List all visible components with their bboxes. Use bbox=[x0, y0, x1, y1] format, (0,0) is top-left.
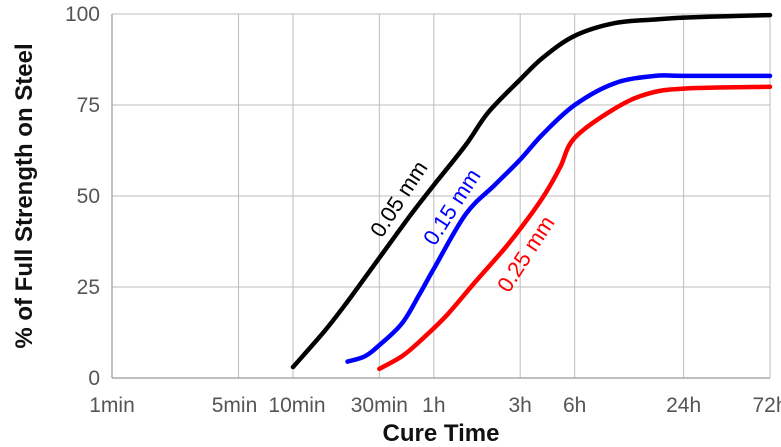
x-tick-label: 30min bbox=[351, 394, 408, 417]
x-tick-label: 24h bbox=[666, 394, 701, 417]
y-tick-label: 25 bbox=[77, 276, 100, 299]
curve-labels: 0.05 mm0.15 mm0.25 mm bbox=[365, 156, 560, 296]
y-axis-title: % of Full Strength on Steel bbox=[11, 43, 38, 348]
series-line-0-25-mm bbox=[377, 84, 773, 372]
x-tick-label: 72h bbox=[752, 394, 781, 417]
x-tick-label: 1h bbox=[422, 394, 445, 417]
y-tick-label: 0 bbox=[88, 367, 100, 390]
series-line-0-05-mm bbox=[290, 12, 773, 370]
grid bbox=[111, 13, 771, 379]
x-tick-label: 6h bbox=[563, 394, 586, 417]
x-tick-label: 10min bbox=[268, 394, 325, 417]
y-tick-label: 50 bbox=[77, 185, 100, 208]
x-tick-label: 1min bbox=[89, 394, 135, 417]
x-axis-title: Cure Time bbox=[383, 420, 500, 447]
series-line-0-15-mm bbox=[345, 73, 773, 364]
tick-labels: 1min 5min 10min 30min 1h 3h 6h 24h 72h 0 25 50 75 100 bbox=[65, 3, 781, 417]
y-tick-label: 75 bbox=[77, 94, 100, 117]
series-lines bbox=[290, 12, 773, 372]
x-tick-label: 3h bbox=[509, 394, 532, 417]
x-tick-label: 5min bbox=[212, 394, 258, 417]
y-tick-label: 100 bbox=[65, 3, 100, 26]
